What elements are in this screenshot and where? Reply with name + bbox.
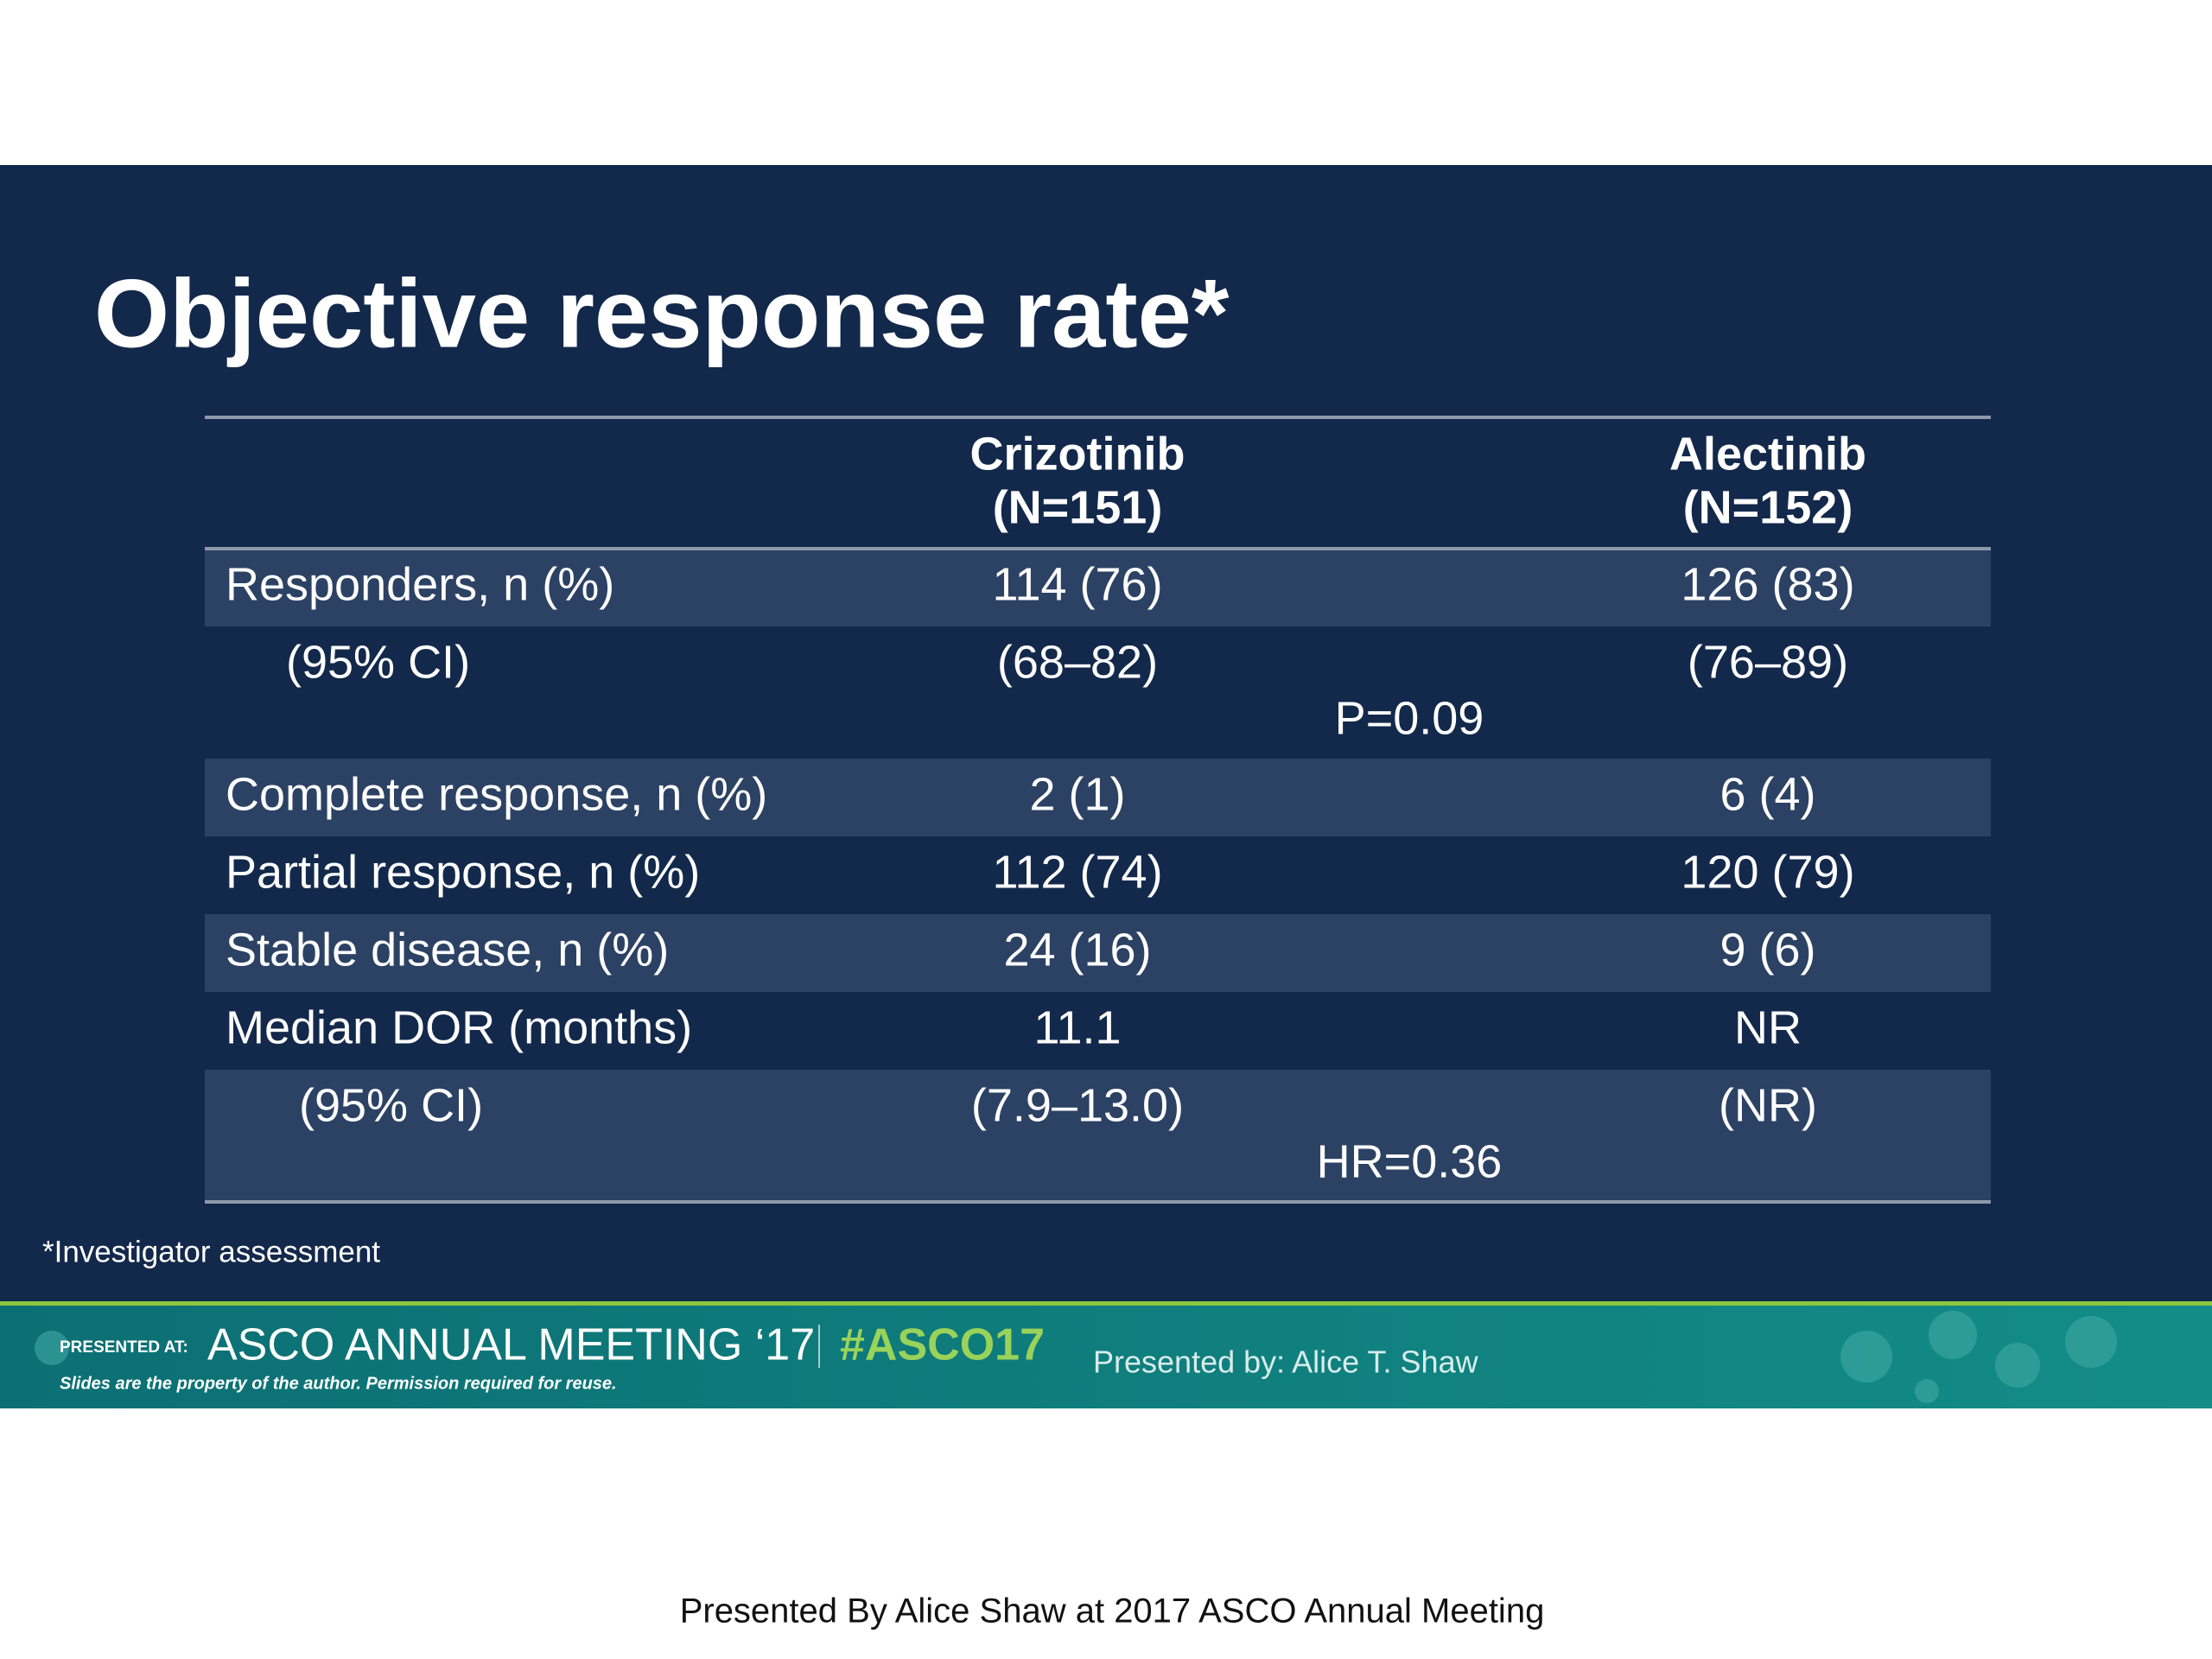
meeting-name: ASCO ANNUAL MEETING ‘17 — [207, 1320, 815, 1370]
caption: Presented By Alice Shaw at 2017 ASCO Ann… — [680, 1592, 1545, 1630]
cell-value: 9 (6) — [1719, 924, 1815, 976]
column-n: (N=151) — [993, 481, 1163, 533]
row-band — [205, 1070, 1991, 1202]
row-band — [205, 914, 1991, 992]
column-name: Crizotinib — [970, 428, 1185, 480]
rule — [205, 1200, 1991, 1204]
cell-value: 126 (83) — [1681, 558, 1854, 610]
hashtag: #ASCO17 — [840, 1320, 1045, 1370]
cell-value: 112 (74) — [992, 846, 1162, 898]
row-label: Partial response, n (%) — [226, 846, 700, 898]
footer-divider — [818, 1325, 820, 1368]
row-label: (95% CI) — [299, 1079, 483, 1131]
presented-at: PRESENTED AT: — [60, 1338, 188, 1357]
cell-value: 120 (79) — [1681, 846, 1854, 898]
presented-by: Presented by: Alice T. Shaw — [1093, 1344, 1479, 1380]
comparison: P=0.09 — [1335, 692, 1484, 744]
cell-value: (NR) — [1719, 1079, 1817, 1131]
footer-line — [0, 1301, 2212, 1306]
disclaimer: Slides are the property of the author. P… — [60, 1374, 617, 1393]
row-label: Median DOR (months) — [226, 1001, 692, 1053]
cell-value: 24 (16) — [1003, 924, 1151, 976]
table: Responders, n (%) 114 (76) 126 (83) (95% CI… — [205, 416, 1991, 1204]
cell-value: (76–89) — [1688, 636, 1848, 688]
comparison: HR=0.36 — [1317, 1135, 1503, 1187]
row-label: Responders, n (%) — [226, 558, 614, 610]
rule — [205, 547, 1991, 550]
row-label: Stable disease, n (%) — [226, 924, 669, 976]
cell-value: (7.9–13.0) — [971, 1079, 1184, 1131]
cell-value: 6 (4) — [1719, 768, 1815, 820]
footnote: *Investigator assessment — [42, 1235, 380, 1268]
slide-title: Objective response rate* — [94, 260, 1230, 368]
cell-value: 114 (76) — [992, 558, 1162, 610]
cell-value: (68–82) — [997, 636, 1158, 688]
column-n: (N=152) — [1683, 481, 1853, 533]
rule — [205, 416, 1991, 419]
row-label: (95% CI) — [286, 636, 470, 688]
footer-decoration — [35, 1311, 2117, 1403]
row-band — [205, 549, 1991, 626]
cell-value: 11.1 — [1033, 1001, 1121, 1053]
row-label: Complete response, n (%) — [226, 768, 767, 820]
cell-value: 2 (1) — [1029, 768, 1125, 820]
column-name: Alectinib — [1669, 428, 1866, 480]
row-band — [205, 759, 1991, 836]
cell-value: NR — [1734, 1001, 1802, 1053]
